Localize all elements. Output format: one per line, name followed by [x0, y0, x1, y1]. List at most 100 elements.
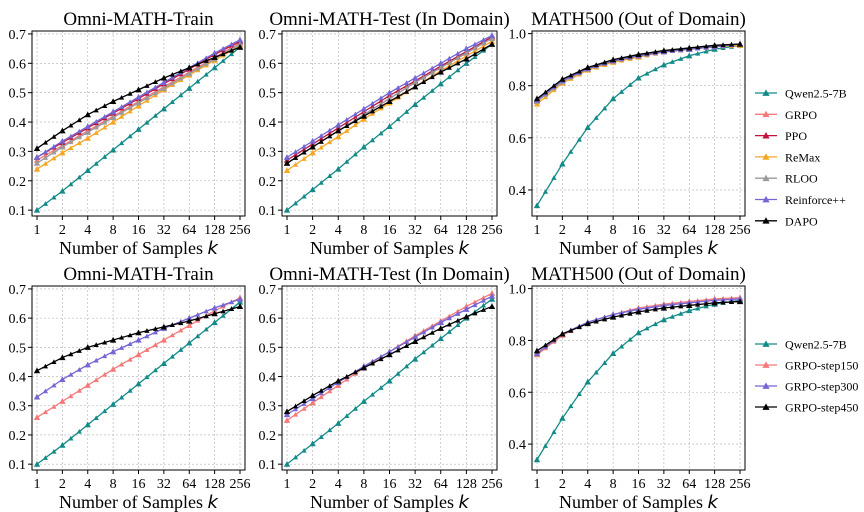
- data-point: [84, 111, 91, 118]
- data-point: [344, 123, 350, 129]
- data-point: [33, 165, 41, 172]
- data-point: [327, 383, 333, 388]
- data-point: [169, 322, 175, 328]
- data-point: [695, 50, 701, 56]
- data-point: [551, 429, 557, 435]
- legend-label: GRPO: [785, 108, 817, 122]
- data-point: [160, 74, 168, 81]
- data-point: [42, 363, 49, 369]
- data-point: [576, 324, 582, 330]
- data-point: [51, 194, 57, 200]
- data-point: [455, 311, 461, 316]
- data-point: [144, 83, 150, 88]
- data-point: [369, 111, 376, 116]
- data-point: [533, 456, 541, 463]
- data-point: [488, 35, 496, 41]
- data-point: [59, 137, 66, 144]
- chart-panel-6: 1 2 4 8 16 32 64 128 256 0.4 0.6 0.8 1.0 MATH500 (Out…: [509, 264, 751, 512]
- data-point: [378, 98, 384, 104]
- data-point: [446, 60, 452, 65]
- data-point: [635, 74, 642, 81]
- data-point: [542, 189, 549, 194]
- data-point: [593, 369, 599, 375]
- data-point: [318, 390, 324, 396]
- data-point: [292, 162, 299, 167]
- y-tick-label: 0.1: [9, 458, 27, 473]
- y-tick-label: 0.4: [9, 116, 27, 131]
- data-point: [84, 344, 91, 350]
- data-point: [301, 193, 307, 199]
- data-point: [480, 307, 487, 312]
- data-point: [76, 128, 82, 134]
- data-point: [386, 351, 393, 358]
- data-point: [584, 378, 591, 385]
- y-tick-label: 0.6: [259, 57, 277, 72]
- data-point: [344, 128, 350, 133]
- x-tick-label: 64: [434, 477, 448, 492]
- data-point: [292, 411, 299, 417]
- data-point: [446, 65, 452, 70]
- data-point: [309, 399, 316, 406]
- x-tick-label: 2: [559, 223, 566, 238]
- data-point: [127, 108, 133, 114]
- data-point: [211, 319, 218, 326]
- data-point: [152, 79, 159, 84]
- data-point: [51, 382, 57, 388]
- x-tick-label: 1: [284, 223, 291, 238]
- data-point: [344, 159, 350, 164]
- data-point: [211, 54, 218, 60]
- x-tick-label: 8: [610, 477, 617, 492]
- data-point: [429, 324, 435, 330]
- legend-swatch-marker: [762, 382, 770, 389]
- data-point: [102, 353, 108, 359]
- data-point: [283, 159, 291, 166]
- data-point: [301, 146, 307, 152]
- data-point: [488, 290, 496, 296]
- data-point: [109, 98, 117, 105]
- x-tick-label: 64: [682, 477, 696, 492]
- data-point: [660, 316, 668, 323]
- y-tick-label: 0.3: [9, 400, 27, 415]
- data-point: [236, 41, 244, 47]
- data-point: [160, 105, 168, 112]
- data-point: [403, 89, 410, 94]
- data-point: [51, 155, 57, 161]
- data-point: [283, 154, 291, 160]
- x-axis-label: Number of Samples k: [559, 238, 719, 259]
- chart-title: Omni-MATH-Test (In Domain): [269, 9, 509, 30]
- x-tick-label: 4: [335, 477, 342, 492]
- data-point: [327, 427, 333, 433]
- data-point: [301, 406, 307, 411]
- data-point: [403, 109, 410, 114]
- data-point: [627, 336, 633, 342]
- data-point: [576, 391, 582, 397]
- data-point: [369, 137, 376, 143]
- x-tick-label: 32: [408, 223, 422, 238]
- data-point: [144, 328, 150, 333]
- data-point: [686, 307, 693, 314]
- data-point: [446, 74, 452, 80]
- data-point: [144, 333, 150, 339]
- data-point: [618, 312, 625, 318]
- legend-item: RLOO: [755, 172, 818, 186]
- data-point: [109, 114, 117, 121]
- x-tick-label: 16: [132, 223, 146, 238]
- data-point: [169, 71, 175, 77]
- data-point: [144, 95, 150, 101]
- legend-item: PPO: [755, 129, 807, 143]
- y-tick-label: 0.2: [9, 429, 27, 444]
- data-point: [228, 306, 235, 311]
- data-point: [195, 66, 201, 71]
- y-tick-label: 0.7: [9, 283, 27, 298]
- data-point: [152, 90, 159, 96]
- data-point: [135, 126, 142, 132]
- data-point: [736, 40, 744, 47]
- y-tick-label: 0.2: [259, 175, 277, 190]
- x-tick-label: 2: [559, 477, 566, 492]
- data-point: [169, 74, 175, 80]
- data-point: [292, 152, 299, 157]
- data-point: [720, 299, 726, 305]
- y-tick-label: 0.5: [9, 341, 27, 356]
- data-point: [736, 298, 744, 305]
- data-point: [93, 161, 99, 166]
